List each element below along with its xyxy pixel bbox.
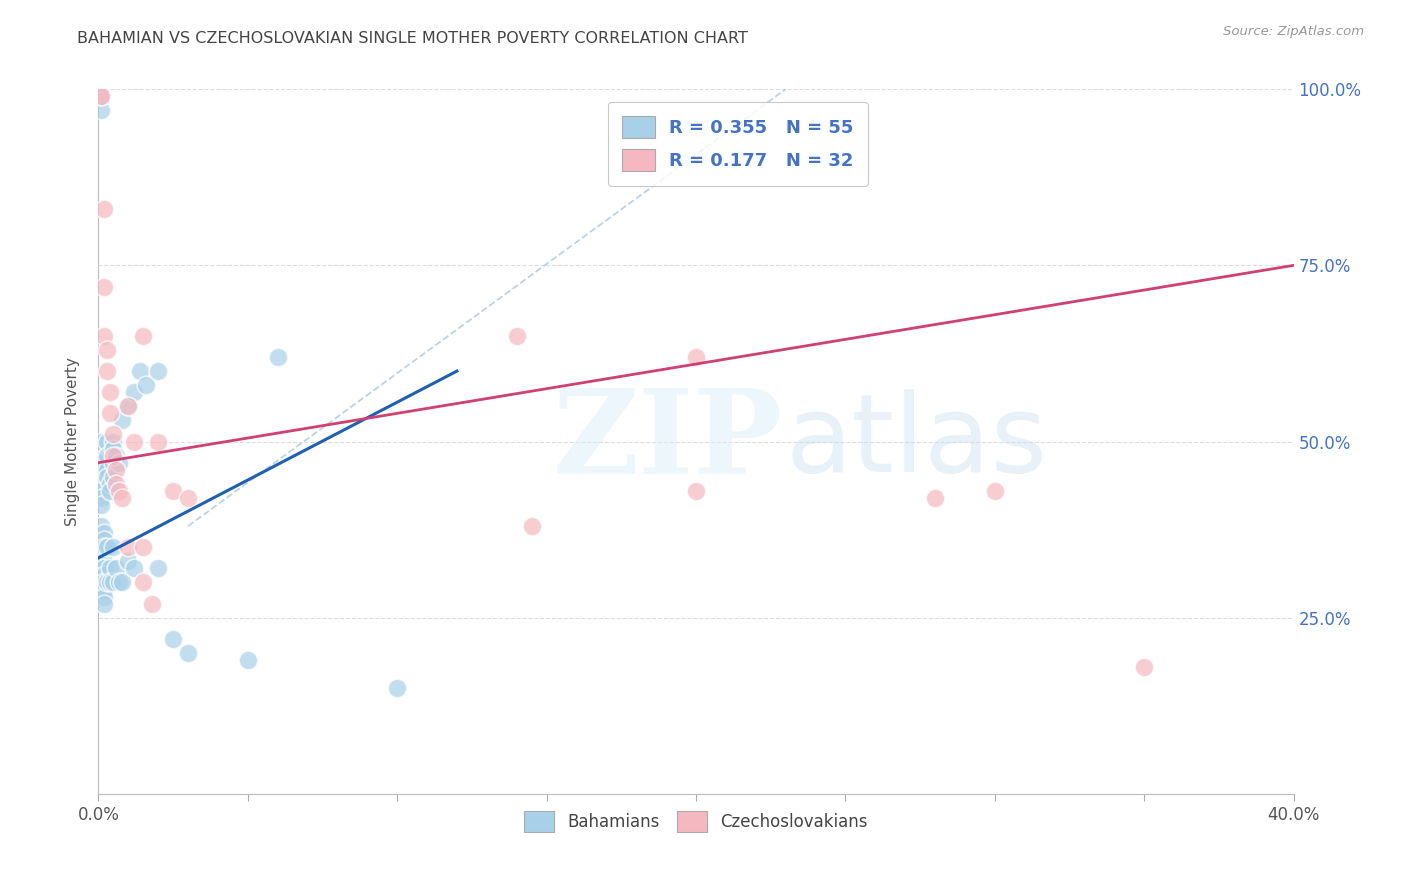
Point xyxy=(93,575,115,590)
Point xyxy=(90,456,112,470)
Y-axis label: Single Mother Poverty: Single Mother Poverty xyxy=(65,357,80,526)
Point xyxy=(108,483,131,498)
Point xyxy=(117,399,139,413)
Point xyxy=(98,483,122,498)
Point xyxy=(132,541,155,555)
Point xyxy=(984,483,1007,498)
Point xyxy=(90,89,112,103)
Point xyxy=(96,434,118,449)
Point xyxy=(98,575,122,590)
Point xyxy=(93,533,115,548)
Point xyxy=(685,350,707,364)
Point xyxy=(924,491,946,505)
Point xyxy=(93,526,115,541)
Point xyxy=(117,399,139,413)
Point xyxy=(90,483,112,498)
Point xyxy=(117,554,139,568)
Point xyxy=(148,434,170,449)
Point xyxy=(93,597,115,611)
Text: Source: ZipAtlas.com: Source: ZipAtlas.com xyxy=(1223,25,1364,38)
Point xyxy=(124,434,146,449)
Point xyxy=(103,541,125,555)
Point xyxy=(111,491,134,505)
Point xyxy=(93,554,115,568)
Text: ZIP: ZIP xyxy=(553,384,783,499)
Point xyxy=(96,364,118,378)
Point xyxy=(96,463,118,477)
Point xyxy=(96,575,118,590)
Point xyxy=(1133,660,1156,674)
Point xyxy=(177,491,200,505)
Point xyxy=(236,653,259,667)
Point xyxy=(103,575,125,590)
Point xyxy=(105,476,128,491)
Point xyxy=(685,483,707,498)
Point xyxy=(108,456,131,470)
Point xyxy=(98,476,122,491)
Point xyxy=(105,463,128,477)
Point xyxy=(90,434,112,449)
Point xyxy=(103,434,125,449)
Point xyxy=(385,681,409,696)
Point xyxy=(162,483,184,498)
Point xyxy=(132,575,155,590)
Point xyxy=(111,413,134,427)
Point xyxy=(148,364,170,378)
Point xyxy=(93,279,115,293)
Point xyxy=(96,343,118,357)
Legend: Bahamians, Czechoslovakians: Bahamians, Czechoslovakians xyxy=(517,805,875,838)
Point xyxy=(105,561,128,575)
Point xyxy=(90,519,112,533)
Point xyxy=(141,597,163,611)
Point xyxy=(90,491,112,505)
Point xyxy=(103,449,125,463)
Point xyxy=(90,498,112,512)
Point xyxy=(129,364,152,378)
Text: atlas: atlas xyxy=(786,389,1047,494)
Point xyxy=(108,575,131,590)
Point xyxy=(103,427,125,442)
Point xyxy=(520,519,543,533)
Point xyxy=(105,449,128,463)
Point xyxy=(93,568,115,582)
Point xyxy=(162,632,184,646)
Point xyxy=(90,103,112,118)
Point xyxy=(506,328,529,343)
Point xyxy=(96,449,118,463)
Point xyxy=(90,476,112,491)
Point xyxy=(135,378,157,392)
Point xyxy=(98,561,122,575)
Point xyxy=(124,561,146,575)
Point xyxy=(98,385,122,400)
Point xyxy=(90,463,112,477)
Point xyxy=(96,541,118,555)
Point xyxy=(103,469,125,483)
Point xyxy=(93,202,115,216)
Point xyxy=(103,442,125,456)
Point xyxy=(90,89,112,103)
Point xyxy=(90,89,112,103)
Point xyxy=(98,406,122,420)
Text: BAHAMIAN VS CZECHOSLOVAKIAN SINGLE MOTHER POVERTY CORRELATION CHART: BAHAMIAN VS CZECHOSLOVAKIAN SINGLE MOTHE… xyxy=(77,31,748,46)
Point xyxy=(96,469,118,483)
Point xyxy=(132,328,155,343)
Point xyxy=(93,541,115,555)
Point xyxy=(177,646,200,660)
Point xyxy=(93,590,115,604)
Point xyxy=(103,456,125,470)
Point xyxy=(148,561,170,575)
Point xyxy=(267,350,290,364)
Point xyxy=(111,575,134,590)
Point xyxy=(93,561,115,575)
Point xyxy=(117,541,139,555)
Point xyxy=(93,582,115,597)
Point xyxy=(93,328,115,343)
Point xyxy=(124,385,146,400)
